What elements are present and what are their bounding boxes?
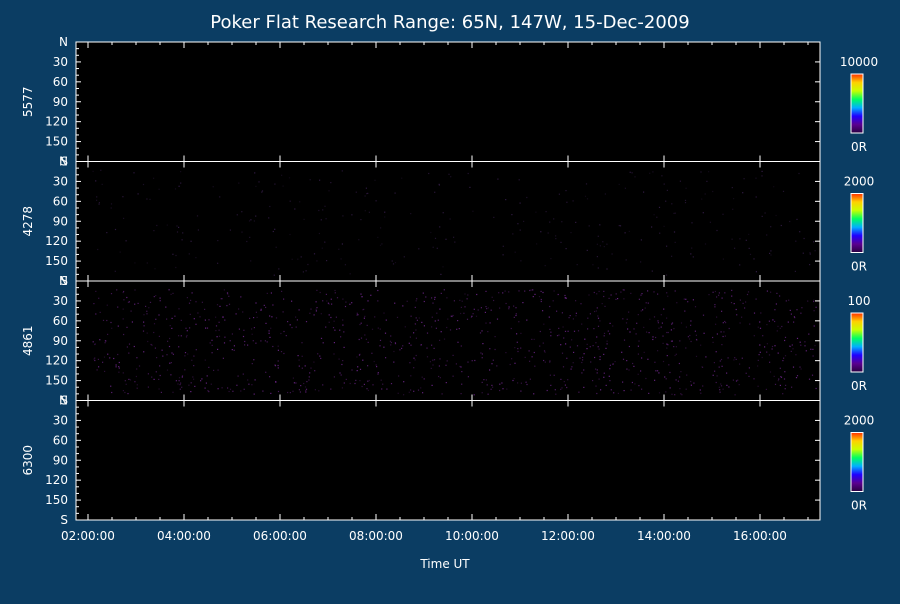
y-tick-label: 90 [53, 453, 68, 467]
x-tick-label: 06:00:00 [253, 529, 307, 543]
y-tick-label: N [59, 35, 68, 49]
colorbar-max-label: 10000 [840, 55, 878, 69]
y-tick-label: S [60, 394, 68, 408]
y-tick-label: 90 [53, 214, 68, 228]
colorbar: 10000 0R [840, 55, 878, 154]
y-tick-label: 120 [45, 354, 68, 368]
y-tick-label: S [60, 155, 68, 169]
colorbar-max-label: 2000 [844, 175, 875, 189]
panel-4278: N 30 60 90 120 150 S 4278 2000 0R [21, 155, 874, 289]
x-tick-label: 12:00:00 [541, 529, 595, 543]
y-tick-label: N [59, 155, 68, 169]
panel-plot-area [76, 42, 820, 162]
y-tick-label: N [59, 274, 68, 288]
y-tick-label: S [60, 513, 68, 527]
y-tick-label: 60 [53, 314, 68, 328]
x-axis-label: Time UT [419, 557, 470, 571]
y-tick-label: N [59, 394, 68, 408]
y-tick-label: 60 [53, 75, 68, 89]
panel-plot-area [76, 400, 820, 520]
y-tick-label: 30 [53, 294, 68, 308]
colorbar: 2000 0R [844, 414, 875, 513]
colorbar-gradient [850, 73, 864, 134]
colorbar-min-label: 0R [851, 260, 867, 274]
panel-plot-area [76, 161, 820, 281]
y-tick-label: 30 [53, 55, 68, 69]
y-tick-label: 60 [53, 194, 68, 208]
colorbar-min-label: 0R [851, 379, 867, 393]
chart-title: Poker Flat Research Range: 65N, 147W, 15… [210, 12, 689, 33]
panel-noise [92, 289, 817, 396]
y-tick-label: 30 [53, 174, 68, 188]
y-tick-label: 60 [53, 433, 68, 447]
panel-4861: N 30 60 90 120 150 S 4861 100 0R [21, 274, 870, 408]
colorbar-gradient [850, 432, 864, 492]
panel-wavelength-label: 6300 [21, 445, 35, 476]
x-tick-label: 02:00:00 [61, 529, 115, 543]
x-tick-label: 08:00:00 [349, 529, 403, 543]
colorbar-gradient [850, 312, 864, 373]
colorbar-max-label: 100 [848, 294, 871, 308]
colorbar-min-label: 0R [851, 140, 867, 154]
x-tick-label: 14:00:00 [637, 529, 691, 543]
panel-wavelength-label: 5577 [21, 86, 35, 117]
y-tick-label: 120 [45, 234, 68, 248]
y-tick-label: 90 [53, 95, 68, 109]
y-tick-label: 150 [45, 135, 68, 149]
x-tick-label: 04:00:00 [157, 529, 211, 543]
colorbar-gradient [850, 193, 864, 253]
colorbar-max-label: 2000 [844, 414, 875, 428]
y-tick-label: 150 [45, 493, 68, 507]
colorbar-min-label: 0R [851, 499, 867, 513]
y-tick-label: 90 [53, 334, 68, 348]
panel-plot-area [76, 281, 820, 401]
y-tick-label: 150 [45, 374, 68, 388]
y-tick-label: 120 [45, 473, 68, 487]
panel-wavelength-label: 4861 [21, 325, 35, 356]
y-tick-label: 120 [45, 115, 68, 129]
panel-6300: N 30 60 90 120 150 S 6300 2000 0R [21, 394, 874, 528]
colorbar: 100 0R [848, 294, 871, 393]
y-tick-label: 150 [45, 254, 68, 268]
y-tick-label: 30 [53, 413, 68, 427]
y-tick-label: S [60, 274, 68, 288]
x-tick-label: 10:00:00 [445, 529, 499, 543]
panel-5577: N 30 60 90 120 150 S 5577 10000 0R [21, 35, 878, 169]
x-tick-label: 16:00:00 [733, 529, 787, 543]
panel-noise [92, 169, 816, 276]
panel-wavelength-label: 4278 [21, 206, 35, 237]
colorbar: 2000 0R [844, 175, 875, 274]
